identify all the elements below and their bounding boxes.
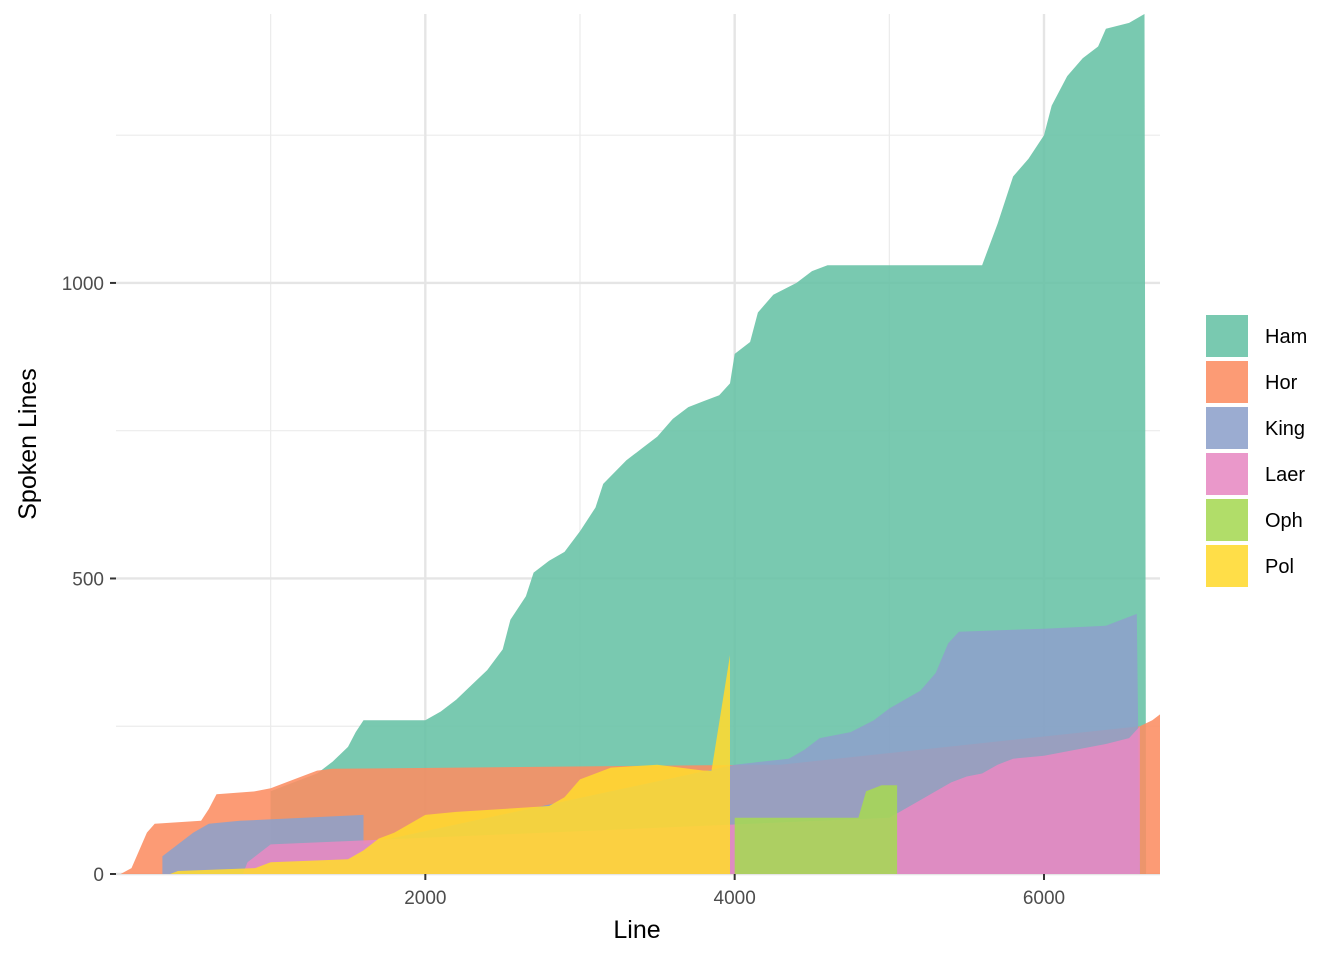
- area-ham: [270, 14, 1147, 874]
- y-axis-title: Spoken Lines: [14, 368, 42, 520]
- legend-label-ham: Ham: [1265, 326, 1307, 348]
- y-tick-label: 0: [93, 865, 104, 886]
- y-tick-label: 500: [72, 569, 104, 590]
- legend: Ham Hor King Laer Oph Pol: [1206, 315, 1307, 587]
- y-tick-label: 1000: [62, 274, 104, 295]
- legend-key-hor: [1206, 361, 1248, 403]
- area-pol: [170, 655, 731, 874]
- series-areas: [120, 14, 1161, 874]
- legend-key-king: [1206, 407, 1248, 449]
- area-oph: [734, 785, 898, 874]
- legend-label-king: King: [1265, 418, 1305, 440]
- y-axis-ticks: 0 500 1000: [62, 274, 116, 886]
- legend-key-laer: [1206, 453, 1248, 495]
- legend-label-hor: Hor: [1265, 372, 1298, 394]
- legend-key-oph: [1206, 499, 1248, 541]
- x-axis-title: Line: [613, 916, 660, 944]
- legend-key-pol: [1206, 545, 1248, 587]
- x-tick-label: 2000: [404, 888, 446, 909]
- x-tick-label: 6000: [1023, 888, 1065, 909]
- x-axis-ticks: 2000 4000 6000: [404, 874, 1065, 909]
- legend-label-laer: Laer: [1265, 464, 1305, 486]
- legend-label-pol: Pol: [1265, 556, 1294, 578]
- legend-label-oph: Oph: [1265, 510, 1303, 532]
- x-tick-label: 4000: [714, 888, 756, 909]
- legend-key-ham: [1206, 315, 1248, 357]
